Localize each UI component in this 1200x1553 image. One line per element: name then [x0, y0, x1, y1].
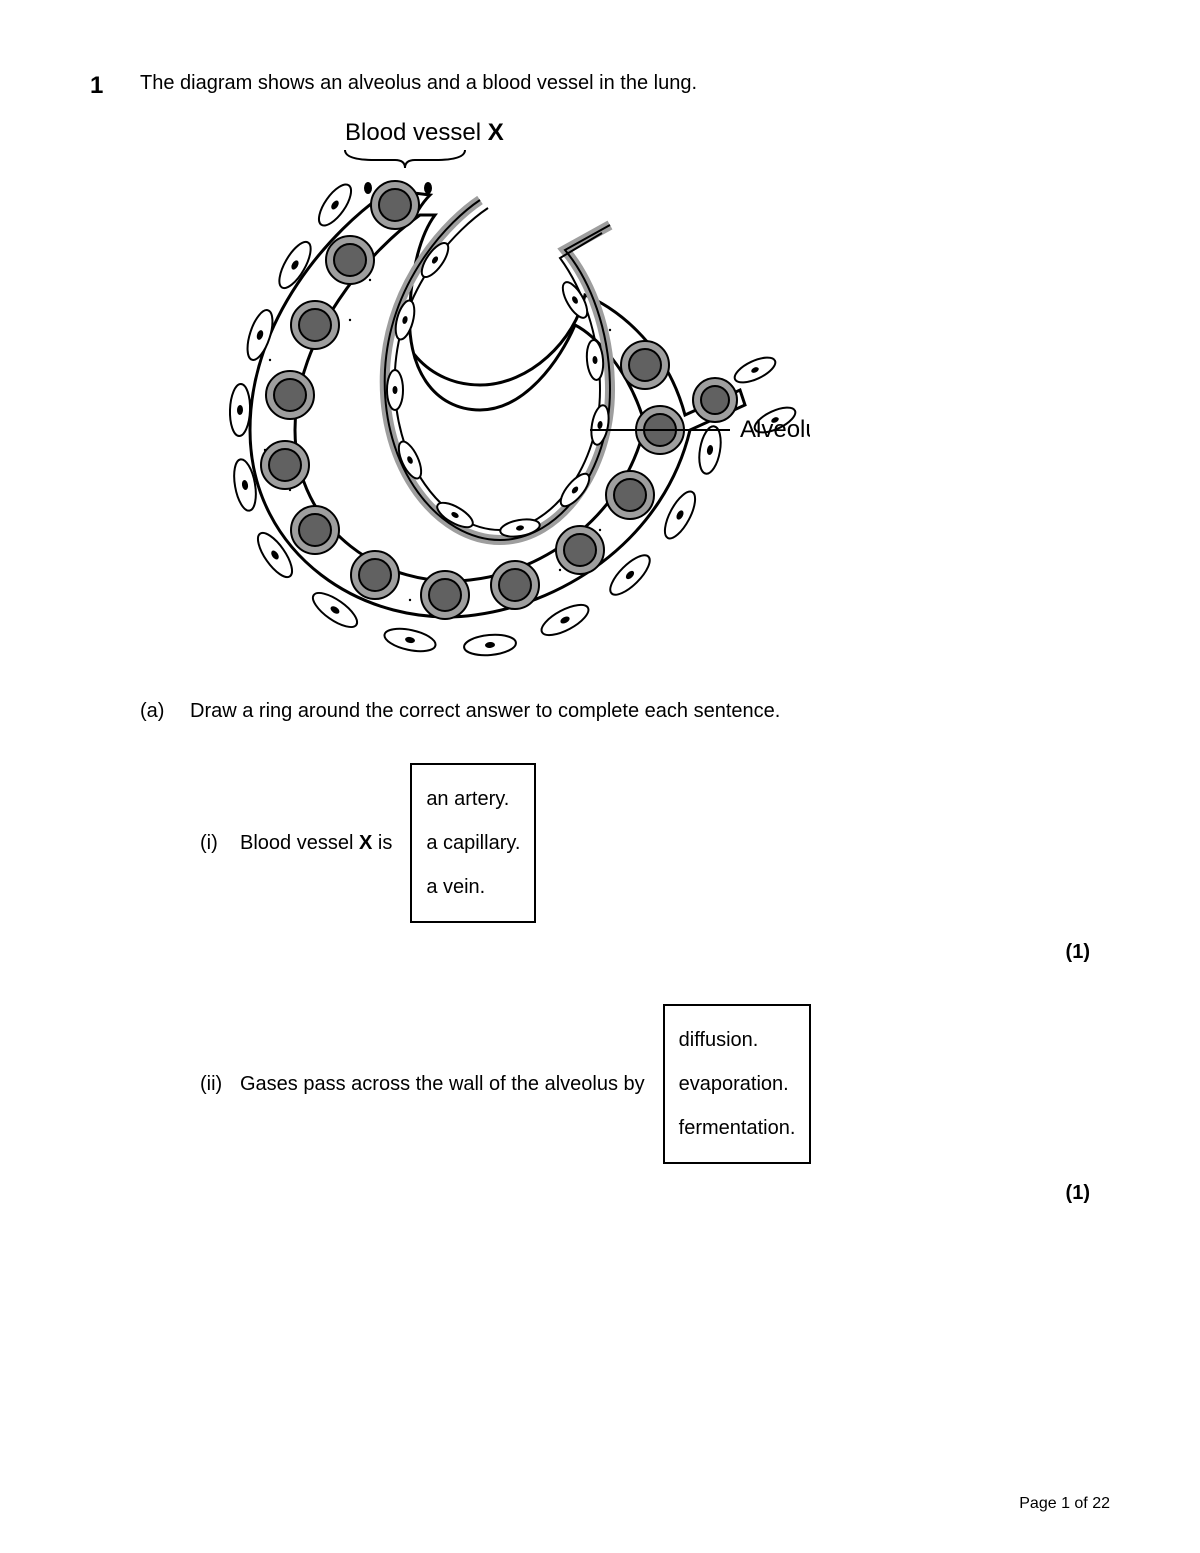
option[interactable]: an artery.: [426, 777, 520, 821]
subpart-ii-options[interactable]: diffusion. evaporation. fermentation.: [663, 1004, 812, 1164]
subpart-ii: (ii) Gases pass across the wall of the a…: [200, 1004, 1110, 1164]
subpart-ii-marks: (1): [90, 1182, 1090, 1205]
subpart-i-stem: Blood vessel X is: [240, 832, 410, 855]
option[interactable]: fermentation.: [679, 1106, 796, 1150]
option[interactable]: a capillary.: [426, 821, 520, 865]
option[interactable]: diffusion.: [679, 1018, 796, 1062]
diagram-container: Blood vessel X: [90, 110, 1110, 670]
question-header: 1 The diagram shows an alveolus and a bl…: [90, 70, 1110, 100]
page-footer: Page 1 of 22: [1019, 1495, 1110, 1513]
diagram-label-top-prefix: Blood vessel: [345, 119, 488, 146]
svg-text:Blood vessel X: Blood vessel X: [345, 119, 504, 146]
question-number: 1: [90, 70, 140, 100]
part-a-letter: (a): [140, 700, 190, 723]
option[interactable]: a vein.: [426, 865, 520, 909]
diagram-label-right: Alveolus: [740, 416, 810, 443]
alveolus-diagram: Blood vessel X: [90, 110, 810, 670]
question-intro: The diagram shows an alveolus and a bloo…: [140, 70, 697, 96]
page: 1 The diagram shows an alveolus and a bl…: [0, 0, 1200, 1553]
subpart-ii-letter: (ii): [200, 1073, 240, 1096]
subpart-i-marks: (1): [90, 941, 1090, 964]
option[interactable]: evaporation.: [679, 1062, 796, 1106]
subpart-i-options[interactable]: an artery. a capillary. a vein.: [410, 763, 536, 923]
part-a-text: Draw a ring around the correct answer to…: [190, 700, 780, 723]
subpart-i: (i) Blood vessel X is an artery. a capil…: [200, 763, 1110, 923]
part-a: (a) Draw a ring around the correct answe…: [140, 700, 1110, 723]
subpart-ii-stem: Gases pass across the wall of the alveol…: [240, 1073, 663, 1096]
diagram-label-top-bold: X: [488, 119, 504, 146]
subpart-i-letter: (i): [200, 832, 240, 855]
